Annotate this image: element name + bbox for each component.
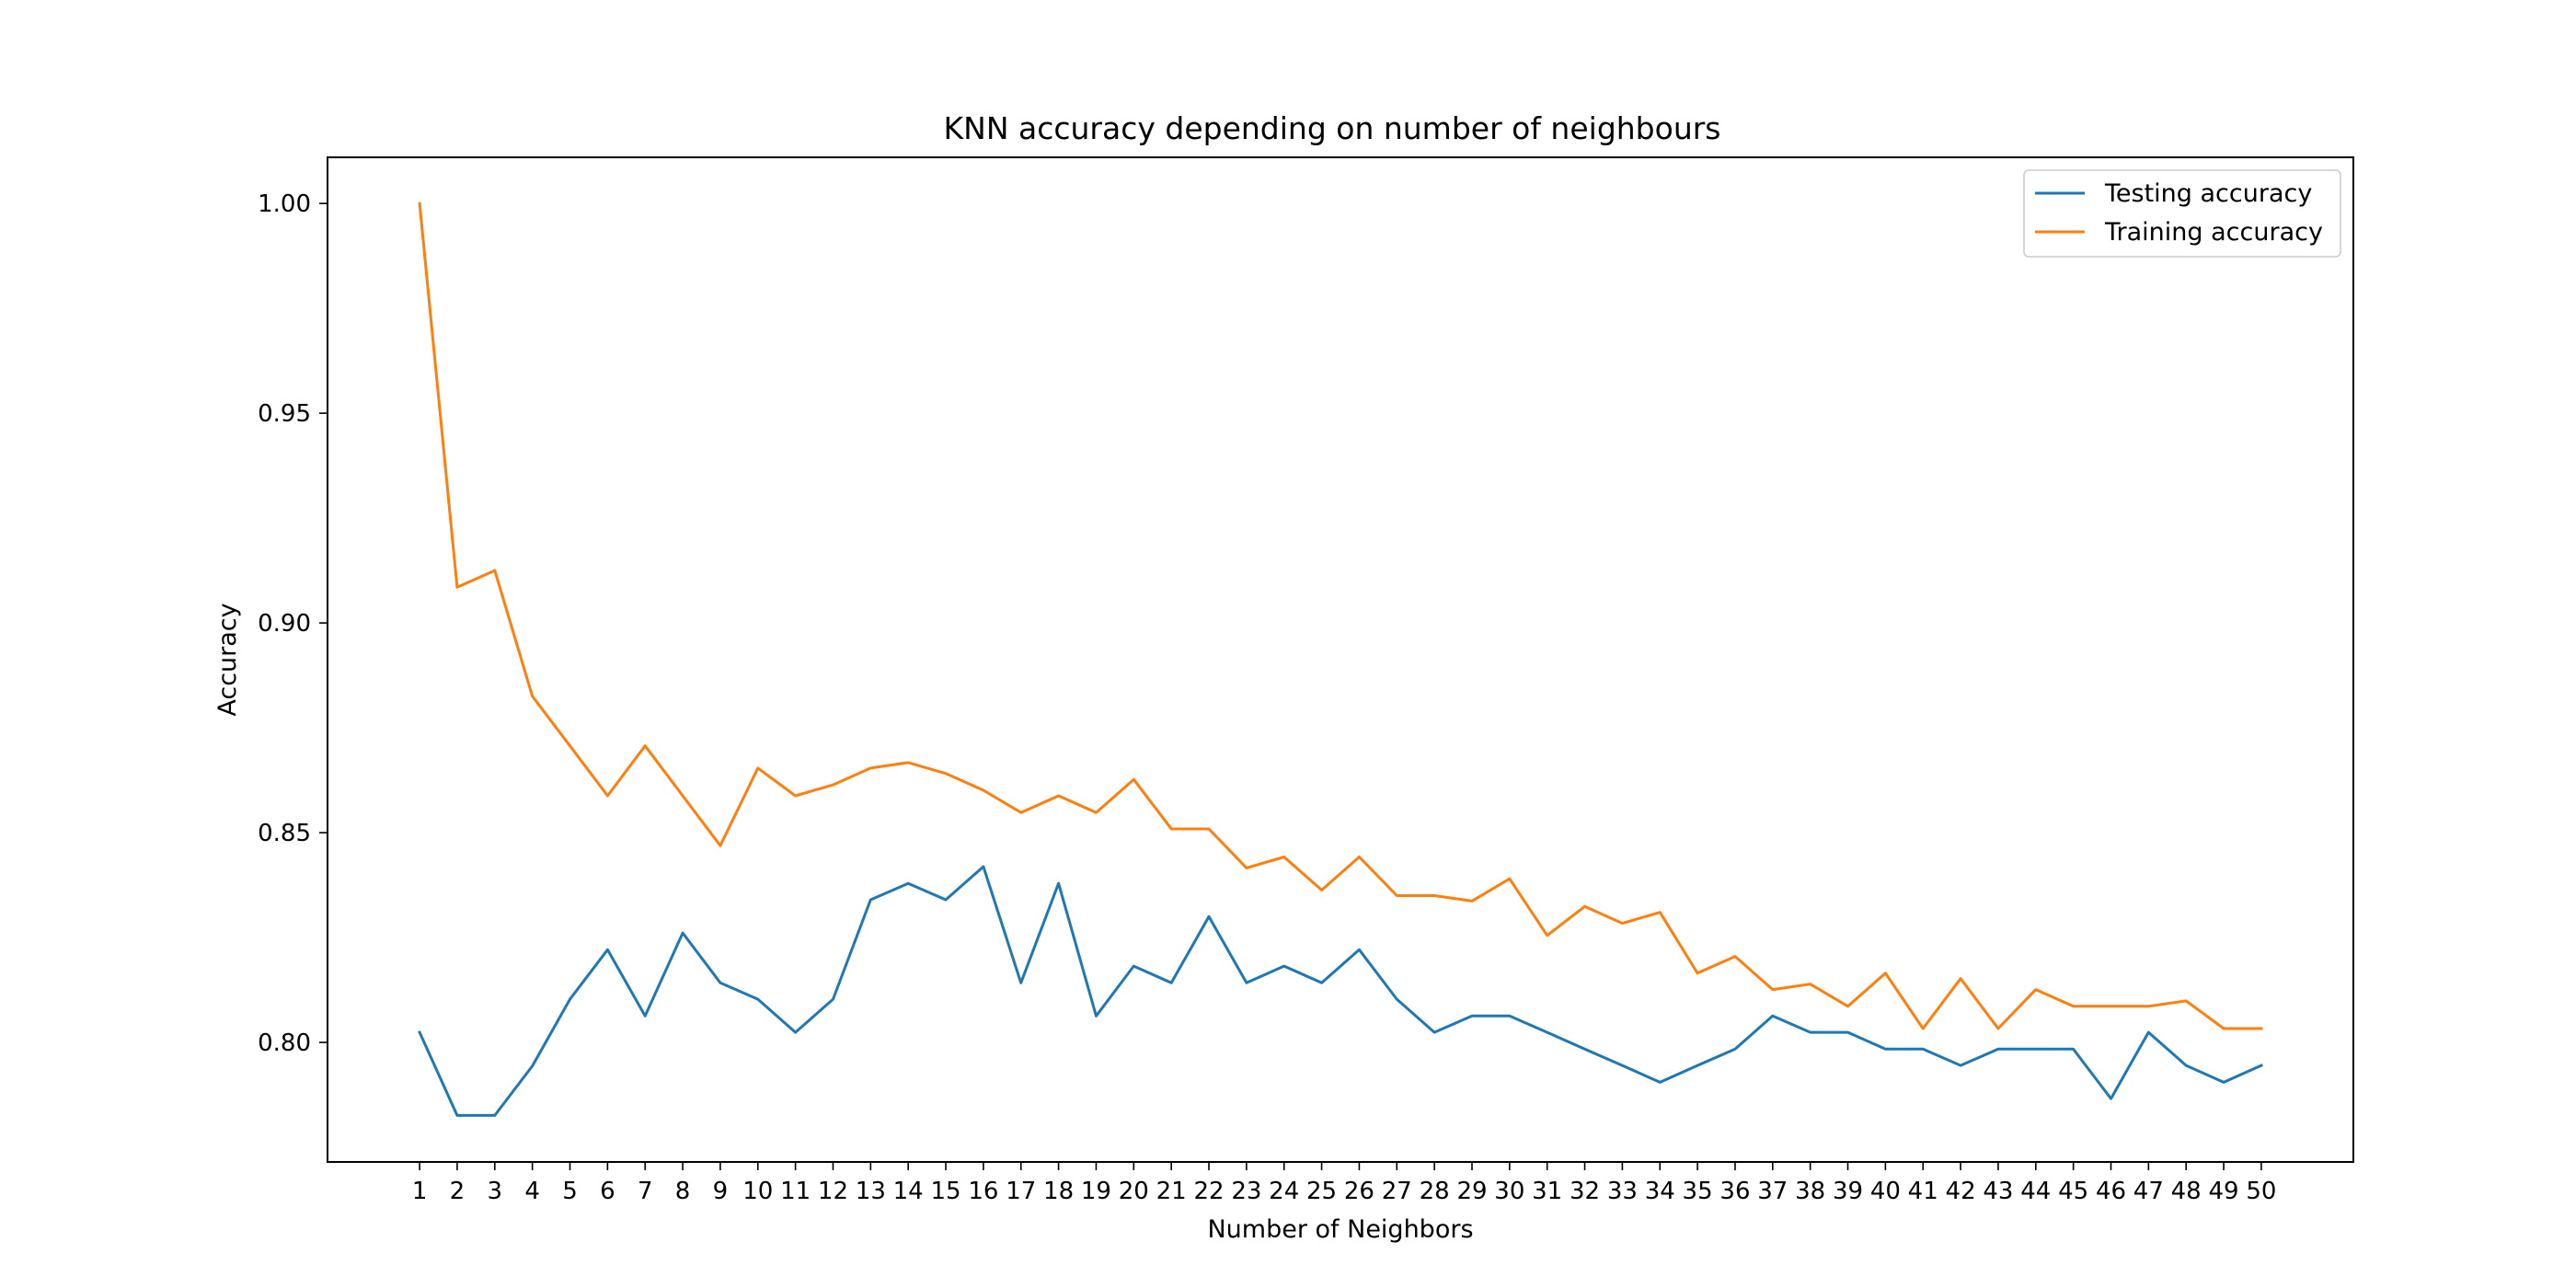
x-tick-label: 19 xyxy=(1081,1178,1111,1205)
x-tick-label: 36 xyxy=(1719,1178,1750,1205)
x-tick-label: 1 xyxy=(412,1178,428,1205)
y-tick-label: 0.90 xyxy=(258,610,311,638)
series-line-testing xyxy=(418,865,2263,1117)
x-tick-label: 10 xyxy=(742,1178,773,1205)
x-tick-label: 44 xyxy=(2020,1178,2051,1205)
x-tick-label: 17 xyxy=(1006,1178,1036,1205)
x-tick-label: 9 xyxy=(713,1178,729,1205)
x-tick-label: 22 xyxy=(1193,1178,1224,1205)
plot-area xyxy=(418,201,2263,1117)
x-tick-label: 4 xyxy=(524,1178,540,1205)
x-axis: 1 2 3 4 5 6 7 8 9 10 11 12 13 14 15 16 17 18 19 20 21 22 23 24 2… xyxy=(412,1162,2276,1205)
x-tick-label: 5 xyxy=(562,1178,578,1205)
x-tick-label: 8 xyxy=(675,1178,691,1205)
x-tick-label: 11 xyxy=(780,1178,811,1205)
x-tick-label: 32 xyxy=(1570,1178,1600,1205)
x-tick-label: 25 xyxy=(1306,1178,1337,1205)
x-tick-label: 29 xyxy=(1456,1178,1487,1205)
y-tick-label: 0.95 xyxy=(258,400,311,428)
x-tick-label: 49 xyxy=(2209,1178,2239,1205)
x-tick-label: 20 xyxy=(1119,1178,1149,1205)
x-tick-label: 39 xyxy=(1833,1178,1863,1205)
x-tick-label: 7 xyxy=(638,1178,653,1205)
x-tick-label: 48 xyxy=(2171,1178,2202,1205)
legend-entry: Testing accuracy xyxy=(2104,179,2312,208)
x-tick-label: 31 xyxy=(1532,1178,1562,1205)
x-tick-label: 27 xyxy=(1382,1178,1412,1205)
chart-title: KNN accuracy depending on number of neig… xyxy=(944,110,1721,146)
x-tick-label: 40 xyxy=(1870,1178,1901,1205)
x-axis-label: Number of Neighbors xyxy=(1207,1215,1473,1244)
x-tick-label: 37 xyxy=(1757,1178,1788,1205)
y-tick-label: 1.00 xyxy=(258,190,311,218)
x-tick-label: 6 xyxy=(600,1178,615,1205)
y-tick-label: 0.80 xyxy=(258,1029,311,1057)
legend: Testing accuracy Training accuracy xyxy=(2023,169,2341,258)
x-tick-label: 21 xyxy=(1156,1178,1187,1205)
x-tick-label: 46 xyxy=(2096,1178,2126,1205)
x-tick-label: 42 xyxy=(1946,1178,1976,1205)
x-tick-label: 2 xyxy=(450,1178,466,1205)
y-tick-label: 0.85 xyxy=(258,820,311,847)
y-axis-label: Accuracy xyxy=(213,603,242,716)
y-axis: 0.80 0.85 0.90 0.95 1.00 xyxy=(258,190,328,1057)
x-tick-label: 38 xyxy=(1795,1178,1825,1205)
x-tick-label: 45 xyxy=(2058,1178,2088,1205)
series-line-training xyxy=(418,201,2263,1030)
x-tick-label: 14 xyxy=(893,1178,924,1205)
x-tick-label: 28 xyxy=(1420,1178,1450,1205)
x-tick-label: 12 xyxy=(818,1178,848,1205)
legend-box xyxy=(2023,169,2341,258)
x-tick-label: 30 xyxy=(1494,1178,1524,1205)
x-tick-label: 33 xyxy=(1607,1178,1638,1205)
x-tick-label: 16 xyxy=(968,1178,998,1205)
x-tick-label: 43 xyxy=(1983,1178,2013,1205)
x-tick-label: 34 xyxy=(1645,1178,1675,1205)
x-tick-label: 47 xyxy=(2133,1178,2164,1205)
x-tick-label: 26 xyxy=(1344,1178,1374,1205)
x-tick-label: 41 xyxy=(1908,1178,1938,1205)
legend-entry: Training accuracy xyxy=(2104,218,2323,247)
x-tick-label: 18 xyxy=(1043,1178,1074,1205)
plot-frame xyxy=(327,156,2354,1163)
x-tick-label: 15 xyxy=(930,1178,960,1205)
x-tick-label: 23 xyxy=(1231,1178,1261,1205)
x-tick-label: 24 xyxy=(1269,1178,1299,1205)
x-tick-label: 3 xyxy=(488,1178,503,1205)
x-tick-label: 13 xyxy=(856,1178,886,1205)
x-tick-label: 50 xyxy=(2246,1178,2276,1205)
x-tick-label: 35 xyxy=(1683,1178,1713,1205)
